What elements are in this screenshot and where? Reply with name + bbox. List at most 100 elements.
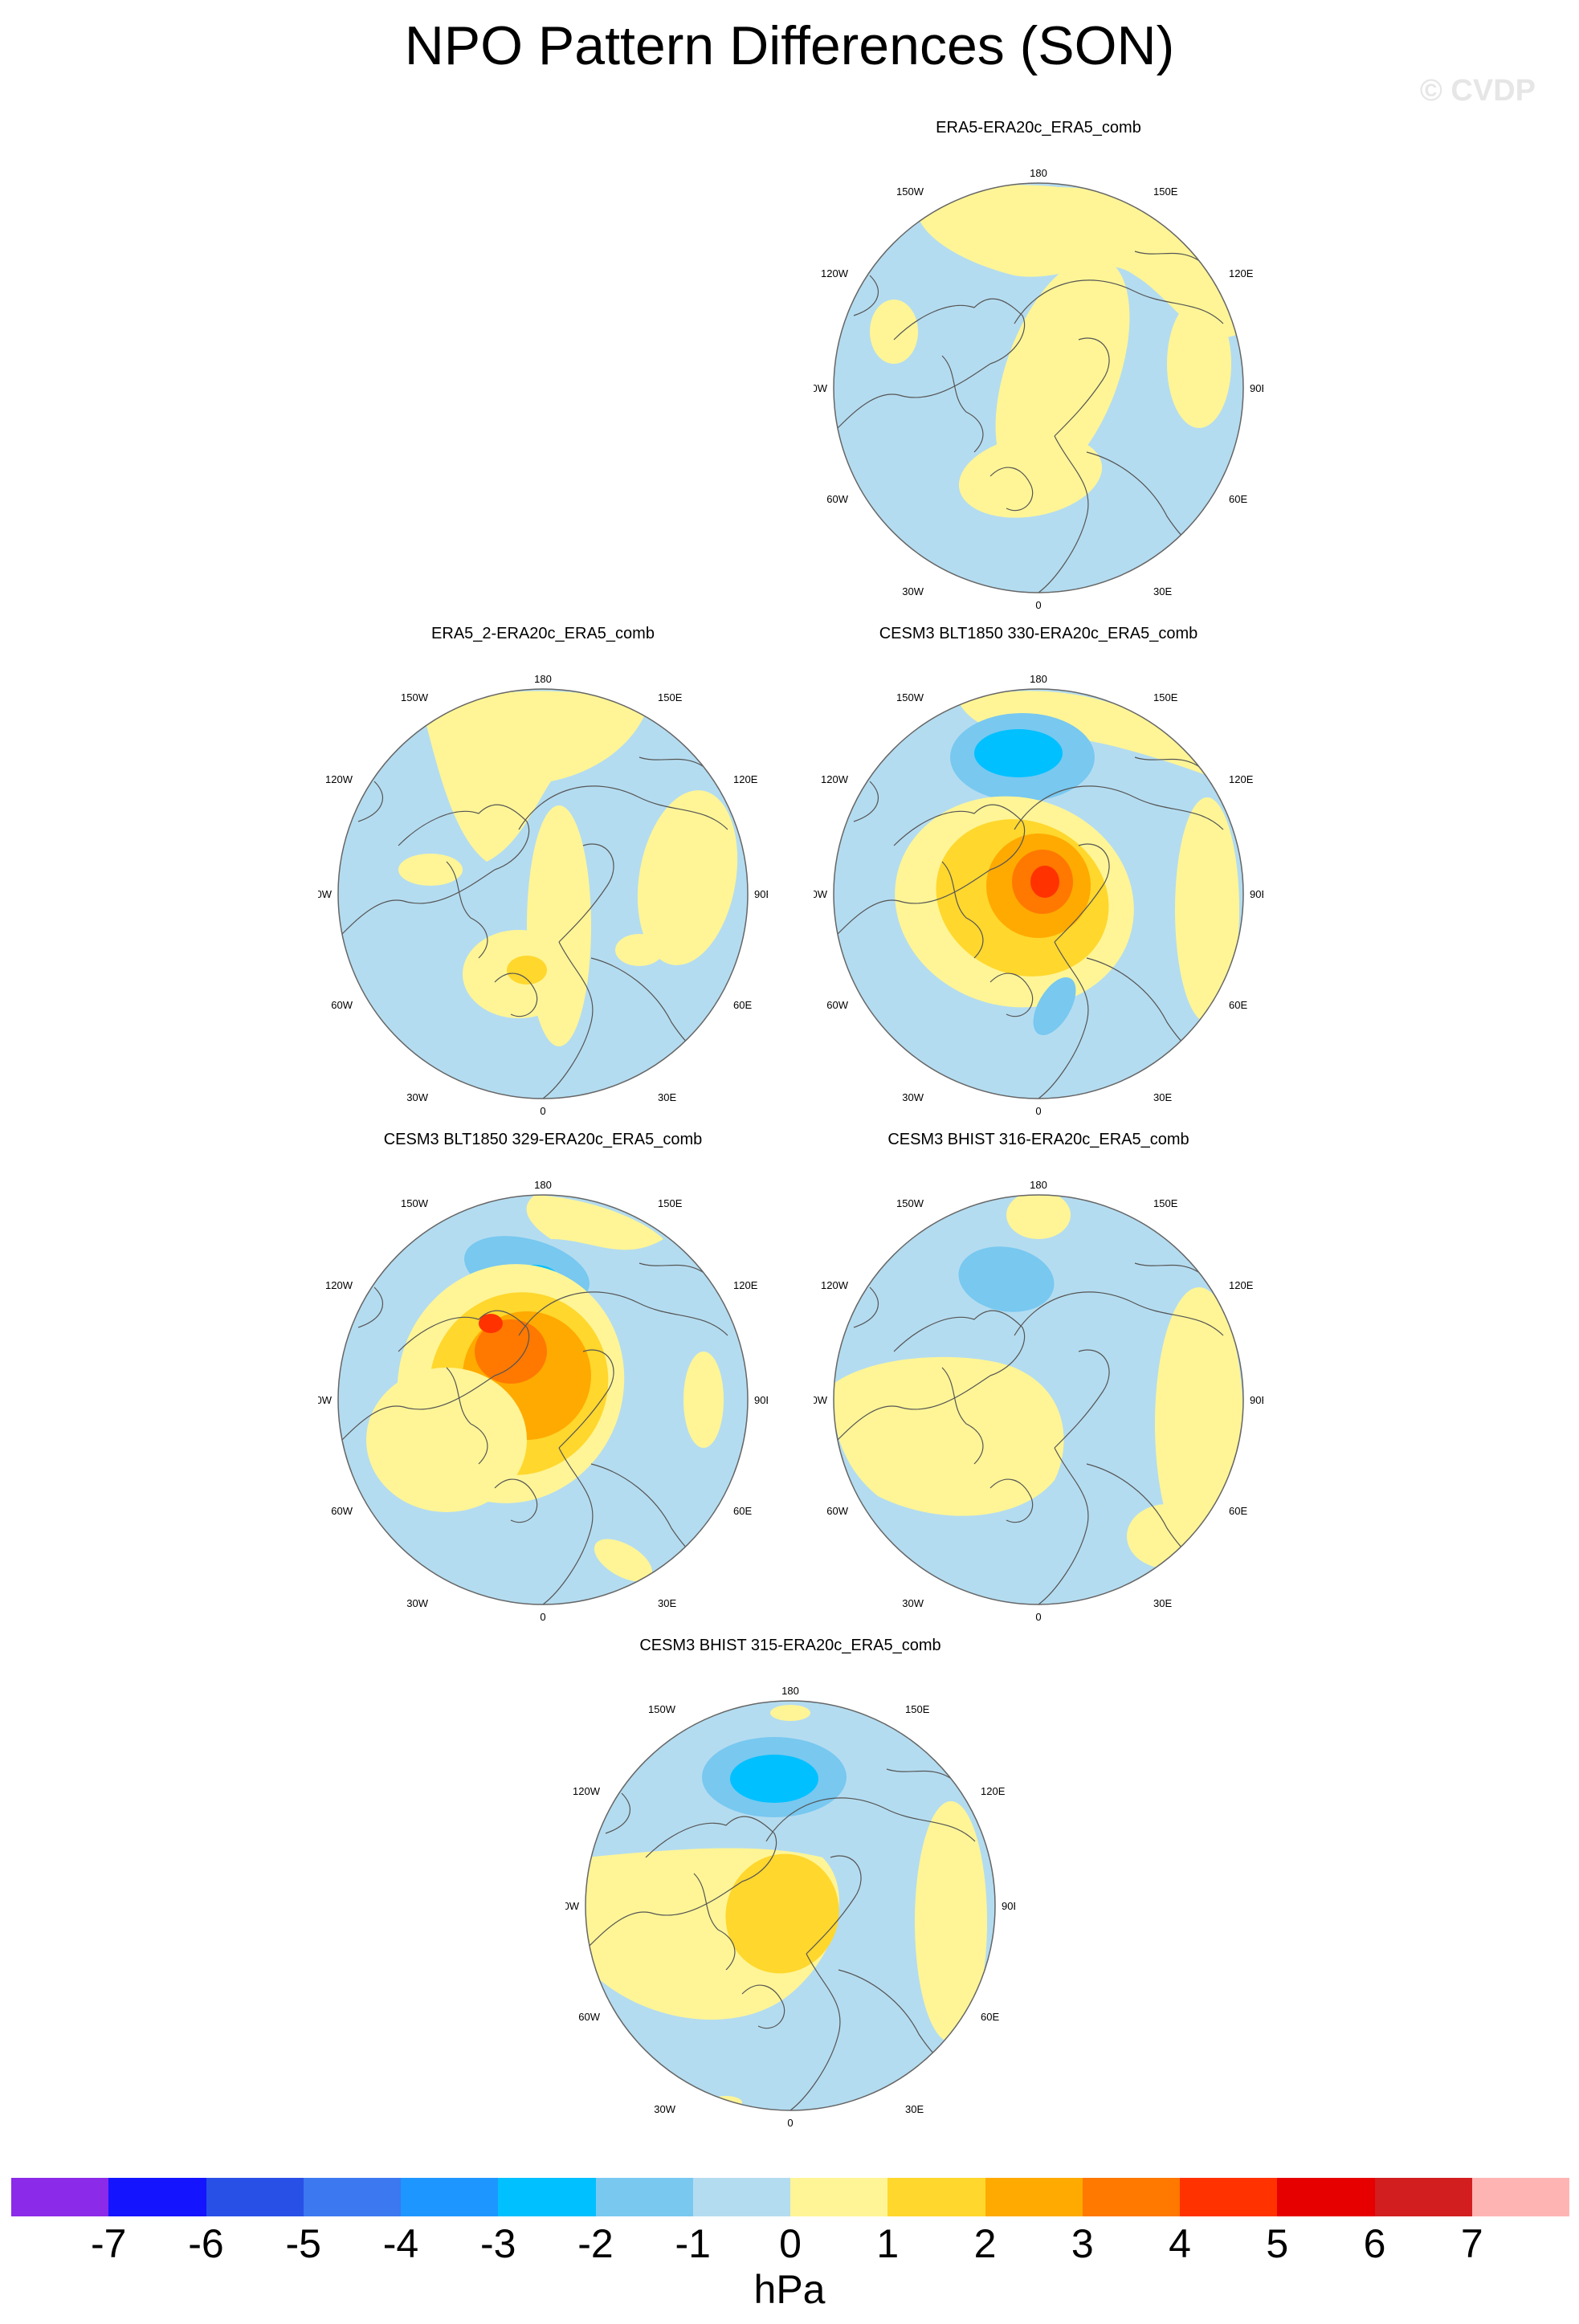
figure-title: NPO Pattern Differences (SON) (404, 15, 1175, 76)
colorbar-segment (303, 2178, 401, 2216)
coastline (398, 804, 530, 870)
longitude-label: 90E (1250, 1394, 1263, 1406)
colorbar-tick-label: -2 (577, 2221, 614, 2266)
longitude-label: 60E (733, 1505, 752, 1517)
anomaly-contour (1006, 1195, 1071, 1239)
coastline (853, 1286, 879, 1328)
colorbar-segment (692, 2178, 790, 2216)
longitude-label: 60E (1229, 493, 1247, 505)
longitude-label: 0 (540, 1105, 545, 1117)
map-panel-cesm3-bhist-315: CESM3 BHIST 315-ERA20c_ERA5_comb 180 0 90W… (565, 1637, 1015, 2151)
longitude-label: 120W (821, 1279, 849, 1291)
polar-map: 180 0 90W 90E 150W 120W 150E 120E 30W 60W 30E 60E (318, 673, 768, 1117)
colorbar-tick-label: 5 (1266, 2221, 1289, 2266)
coastline (1014, 279, 1224, 324)
map-field (585, 1701, 995, 2110)
longitude-label: 90W (318, 888, 333, 900)
longitude-label: 60E (981, 2011, 999, 2023)
colorbar-tick-label: 3 (1071, 2221, 1094, 2266)
coastline (494, 972, 538, 1017)
longitude-label: 180 (1030, 167, 1047, 179)
coastline (1038, 941, 1089, 1099)
coastline (893, 1310, 1026, 1376)
longitude-label: 180 (534, 673, 552, 685)
longitude-label: 180 (781, 1685, 799, 1697)
anomaly-contour (507, 956, 547, 985)
map-field (338, 689, 748, 1099)
coastline (790, 1953, 841, 2110)
anomaly-contour (974, 729, 1063, 777)
longitude-label: 30E (1153, 585, 1172, 597)
panel-title: ERA5_2-ERA20c_ERA5_comb (431, 625, 655, 642)
longitude-label: 30W (902, 1091, 924, 1103)
coastline (941, 355, 984, 453)
coastline (837, 363, 991, 429)
map-panel-cesm3-blt1850-329: CESM3 BLT1850 329-ERA20c_ERA5_comb 180 0 9… (318, 1131, 768, 1645)
coastline (837, 869, 991, 935)
colorbar-segment (595, 2178, 693, 2216)
coastline (765, 1797, 976, 1842)
anomaly-contour (870, 300, 918, 364)
longitude-label: 0 (1035, 1611, 1041, 1623)
anomaly-contour (526, 1195, 663, 1250)
polar-map: 180 0 90W 90E 150W 120W 150E 120E 30W 60W 30E 60E (565, 1685, 1015, 2129)
longitude-label: 90W (565, 1900, 580, 1912)
longitude-label: 90W (318, 1394, 333, 1406)
longitude-label: 150W (896, 186, 924, 198)
coastline (941, 861, 984, 959)
longitude-label: 90E (1250, 382, 1263, 394)
longitude-label: 90W (814, 1394, 828, 1406)
map-field (338, 1195, 748, 1604)
colorbar-segment (985, 2178, 1083, 2216)
longitude-label: 120E (733, 773, 758, 785)
colorbar-tick-label: -7 (91, 2221, 127, 2266)
colorbar-segment (790, 2178, 888, 2216)
coastline (806, 1855, 862, 1955)
longitude-label: 150E (658, 691, 683, 703)
colorbar-tick-label: -6 (188, 2221, 224, 2266)
longitude-label: 60W (826, 1505, 848, 1517)
longitude-label: 150E (905, 1703, 930, 1715)
anomaly-contour (1030, 866, 1059, 898)
longitude-label: 60W (331, 999, 353, 1011)
coastline (741, 1984, 785, 2029)
panel-title: ERA5-ERA20c_ERA5_comb (936, 119, 1141, 137)
map-panel-era5-2: ERA5_2-ERA20c_ERA5_comb 180 0 90W 90E 150W 12… (318, 625, 768, 1139)
longitude-label: 150W (896, 1197, 924, 1209)
longitude-label: 120E (981, 1785, 1006, 1797)
colorbar-tick-label: -4 (382, 2221, 419, 2266)
colorbar-tick-label: 1 (876, 2221, 900, 2266)
colorbar-segment (1180, 2178, 1278, 2216)
colorbar-segment (1082, 2178, 1180, 2216)
coastline (1054, 843, 1110, 943)
colorbar-segment (108, 2178, 206, 2216)
longitude-label: 150E (1153, 691, 1178, 703)
longitude-label: 150E (658, 1197, 683, 1209)
anomaly-contour (770, 1705, 810, 1721)
map-border (337, 688, 749, 1099)
coastline (893, 804, 1026, 870)
longitude-label: 120E (1229, 267, 1254, 279)
map-border (337, 1194, 749, 1605)
longitude-label: 150E (1153, 1197, 1178, 1209)
longitude-label: 0 (1035, 599, 1041, 611)
longitude-label: 120W (325, 1279, 353, 1291)
longitude-label: 120W (821, 773, 849, 785)
coastline (558, 843, 614, 943)
anomaly-contour (615, 934, 663, 966)
colorbar-tick-label: 0 (779, 2221, 802, 2266)
longitude-label: 60W (331, 1505, 353, 1517)
longitude-label: 0 (787, 2117, 793, 2129)
map-border (833, 182, 1244, 593)
colorbar-segment (1374, 2178, 1472, 2216)
anomaly-contour (710, 2096, 742, 2109)
colorbar-tick-labels: -7 -6 -5 -4 -3 -2 -1 0 1 2 3 4 5 6 7 (11, 2220, 1569, 2269)
map-field (834, 183, 1243, 593)
longitude-label: 180 (1030, 673, 1047, 685)
coastline (1014, 785, 1224, 830)
longitude-label: 60E (733, 999, 752, 1011)
coastline (341, 1375, 496, 1441)
anomaly-contour (1033, 976, 1076, 1036)
colorbar-tick-label: -1 (675, 2221, 711, 2266)
longitude-label: 60W (578, 2011, 600, 2023)
